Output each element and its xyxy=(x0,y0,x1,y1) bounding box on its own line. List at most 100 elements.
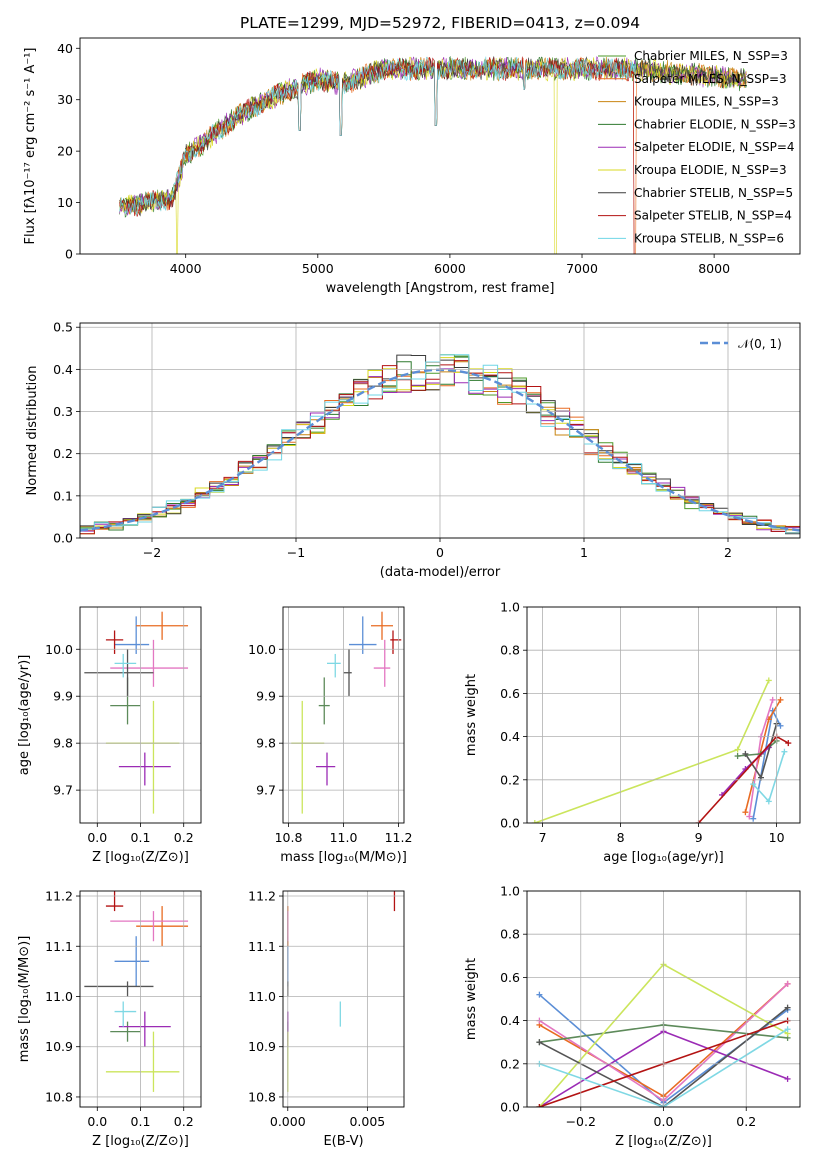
y-tick-label: 10 xyxy=(57,195,73,210)
figure-title: PLATE=1299, MJD=52972, FIBERID=0413, z=0… xyxy=(240,14,640,32)
x-tick-label: 0.2 xyxy=(174,1114,194,1129)
x-axis-label: mass [log₁₀(M/M⊙)] xyxy=(280,850,407,865)
x-tick-label: 0.2 xyxy=(736,1114,756,1129)
y-tick-label: 0.4 xyxy=(500,729,520,744)
x-tick-label: 9 xyxy=(695,830,703,845)
x-tick-label: 7000 xyxy=(566,261,598,276)
plot-area xyxy=(531,677,792,823)
spectrum-line xyxy=(119,56,636,216)
y-tick-label: 9.8 xyxy=(53,736,73,751)
y-axis-label: mass [log₁₀(M/M⊙)] xyxy=(17,936,32,1063)
axes-frame xyxy=(282,890,405,1108)
legend-label: Chabrier STELIB, N_SSP=5 xyxy=(634,186,793,200)
y-tick-label: 11.2 xyxy=(248,889,276,904)
spectrum-legend: Chabrier MILES, N_SSP=3 Salpeter MILES, N… xyxy=(598,49,796,245)
y-tick-label: 0.2 xyxy=(500,1056,520,1071)
y-tick-label: 0.6 xyxy=(500,686,520,701)
y-tick-label: 0.2 xyxy=(53,446,73,461)
spectrum-line xyxy=(119,56,636,254)
x-axis-label: E(B-V) xyxy=(323,1134,363,1149)
y-tick-label: 11.1 xyxy=(248,939,276,954)
x-tick-label: 0.0 xyxy=(654,1114,674,1129)
histogram-legend: 𝒩(0, 1) xyxy=(700,337,782,351)
x-axis-label: (data-model)/error xyxy=(380,565,501,580)
x-tick-label: 0.005 xyxy=(349,1114,385,1129)
y-tick-label: 11.0 xyxy=(248,989,276,1004)
subplot-4: 10.8 11.0 11.2 9.7 9.8 9.9 10.0 mass [log₁₀(M/M… xyxy=(248,606,413,865)
y-tick-label: 0.1 xyxy=(53,488,73,503)
axes-frame xyxy=(79,606,202,824)
y-tick-label: 11.0 xyxy=(45,989,73,1004)
legend-label: Kroupa MILES, N_SSP=3 xyxy=(634,95,779,109)
spectrum-line xyxy=(119,56,747,254)
subplot-5: 7 8 9 10 0.0 0.2 0.4 0.6 0.8 1.0 age [log₁₀(age/yr… xyxy=(464,600,801,865)
y-tick-label: 0.0 xyxy=(53,531,73,546)
subplot-2: −2 −1 0 1 2 0.0 0.1 0.2 0.3 0.4 0.5 (data-model)/er… xyxy=(25,320,801,580)
y-tick-label: 10.0 xyxy=(45,642,73,657)
y-tick-label: 0.3 xyxy=(53,404,73,419)
x-tick-label: 2 xyxy=(724,545,732,560)
y-tick-label: 0.8 xyxy=(500,927,520,942)
y-tick-label: 1.0 xyxy=(500,884,520,899)
subplot-6: 0.0 0.1 0.2 10.8 10.9 11.0 11.1 11.2 Z [log₁₀(Z/… xyxy=(17,889,202,1149)
subplot-7: 0.000 0.005 10.8 10.9 11.0 11.1 11.2 E(B-V) xyxy=(248,889,405,1149)
legend-label: Salpeter MILES, N_SSP=3 xyxy=(634,72,787,86)
x-axis-label: Z [log₁₀(Z/Z⊙)] xyxy=(92,850,189,865)
y-tick-label: 11.1 xyxy=(45,939,73,954)
y-tick-label: 9.8 xyxy=(256,736,276,751)
spectrum-line xyxy=(119,56,747,254)
plot-area xyxy=(287,891,396,1092)
subplot-3: 0.0 0.1 0.2 9.7 9.8 9.9 10.0 Z [log₁₀(Z/Z⊙)] age… xyxy=(17,606,202,865)
plot-area xyxy=(119,55,747,254)
y-axis-label: age [log₁₀(age/yr)] xyxy=(17,655,32,776)
y-tick-label: 10.0 xyxy=(248,642,276,657)
plot-area xyxy=(291,611,402,814)
x-tick-label: 0.1 xyxy=(131,1114,151,1129)
x-tick-label: 1 xyxy=(580,545,588,560)
y-tick-label: 9.9 xyxy=(256,689,276,704)
y-tick-label: 9.7 xyxy=(256,783,276,798)
axes-frame xyxy=(79,322,801,539)
x-tick-label: 0.2 xyxy=(174,830,194,845)
y-tick-label: 11.2 xyxy=(45,889,73,904)
legend-label: Kroupa STELIB, N_SSP=6 xyxy=(634,231,784,245)
y-tick-label: 0.4 xyxy=(500,1013,520,1028)
y-tick-label: 0 xyxy=(65,247,73,262)
x-tick-label: −1 xyxy=(287,545,305,560)
axes-frame xyxy=(79,890,202,1108)
x-tick-label: 0.1 xyxy=(131,830,151,845)
y-tick-label: 10.8 xyxy=(45,1089,73,1104)
x-axis-label: age [log₁₀(age/yr)] xyxy=(603,850,724,865)
legend-label: Kroupa ELODIE, N_SSP=3 xyxy=(634,163,787,177)
legend-label: 𝒩(0, 1) xyxy=(738,337,782,351)
y-tick-label: 0.2 xyxy=(500,772,520,787)
x-tick-label: 6000 xyxy=(434,261,466,276)
x-axis-label: wavelength [Angstrom, rest frame] xyxy=(326,281,555,296)
x-tick-label: −2 xyxy=(143,545,161,560)
x-axis-label: Z [log₁₀(Z/Z⊙)] xyxy=(92,1134,189,1149)
y-tick-label: 10.8 xyxy=(248,1089,276,1104)
legend-label: Chabrier ELODIE, N_SSP=3 xyxy=(634,117,796,131)
subplot-1: 4000 5000 6000 7000 8000 0 10 20 30 40 wavelength … xyxy=(23,37,801,296)
y-tick-label: 10.9 xyxy=(248,1039,276,1054)
plot-area xyxy=(84,611,189,814)
x-axis-label: Z [log₁₀(Z/Z⊙)] xyxy=(615,1134,712,1149)
y-axis-label: Flux [fλ10⁻¹⁷ erg cm⁻² s⁻¹ A⁻¹] xyxy=(23,48,38,245)
plot-area xyxy=(84,891,189,1092)
x-tick-label: 0.0 xyxy=(87,830,107,845)
mass-weight-line xyxy=(534,680,770,823)
x-tick-label: 11.2 xyxy=(385,830,413,845)
y-tick-label: 0.0 xyxy=(500,1100,520,1115)
x-tick-label: 5000 xyxy=(302,261,334,276)
y-tick-label: 30 xyxy=(57,92,73,107)
y-tick-label: 9.9 xyxy=(53,689,73,704)
y-axis-label: mass weight xyxy=(464,674,479,756)
legend-label: Salpeter ELODIE, N_SSP=4 xyxy=(634,140,795,154)
y-tick-label: 40 xyxy=(57,41,73,56)
axes-frame xyxy=(526,890,801,1108)
y-tick-label: 0.6 xyxy=(500,970,520,985)
y-tick-label: 1.0 xyxy=(500,600,520,615)
axes-frame xyxy=(79,37,801,255)
y-axis-label: mass weight xyxy=(464,958,479,1040)
